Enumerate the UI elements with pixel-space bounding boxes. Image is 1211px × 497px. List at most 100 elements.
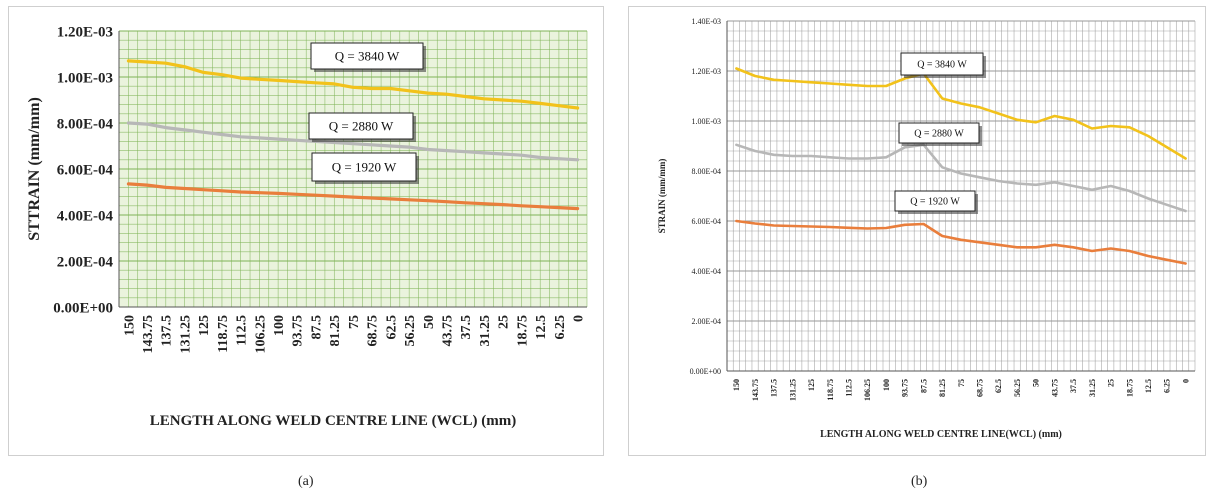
label-box — [311, 152, 417, 182]
series-label-box: Q = 1920 W — [894, 190, 978, 214]
y-axis-title: STRAIN (mm/mm) — [657, 159, 667, 234]
x-tick-label: 6.25 — [1163, 379, 1172, 393]
chart-b-panel: 0.00E+00 2.00E-04 4.00E-04 6.00E-04 8.00E-04… — [628, 6, 1206, 456]
y-tick-label: 8.00E-04 — [691, 167, 721, 176]
x-tick-label: 68.75 — [976, 379, 985, 397]
y-tick-label: 1.20E-03 — [57, 24, 113, 40]
x-tick-label: 62.5 — [384, 315, 399, 340]
x-tick-label: 137.5 — [160, 315, 175, 347]
x-tick-label: 68.75 — [366, 315, 381, 347]
x-tick-label: 112.5 — [844, 379, 853, 397]
x-tick-label: 118.75 — [216, 315, 231, 353]
x-tick-label: 106.25 — [863, 379, 872, 401]
caption-a: (a) — [298, 474, 314, 489]
x-tick-label: 150 — [732, 379, 741, 391]
series-label: Q = 2880 W — [329, 119, 394, 134]
x-tick-label: 12.5 — [1144, 379, 1153, 393]
series-line-1 — [735, 67, 1187, 160]
x-tick-label: 6.25 — [553, 315, 568, 340]
x-tick-label: 112.5 — [235, 315, 250, 346]
chart-b: 0.00E+00 2.00E-04 4.00E-04 6.00E-04 8.00E-04… — [657, 17, 1196, 440]
y-tick-label: 4.00E-04 — [57, 208, 114, 224]
y-tick-label: 0.00E+00 — [53, 300, 113, 316]
series-line-3 — [126, 182, 580, 211]
y-tick-label: 2.00E-04 — [57, 254, 114, 270]
y-axis-title: STTRAIN (mm/mm) — [26, 97, 43, 241]
x-tick-label: 43.75 — [1050, 379, 1059, 397]
x-tick-label: 87.5 — [919, 379, 928, 393]
series-label-box: Q = 3840 W — [900, 52, 986, 78]
x-tick-label: 75 — [347, 315, 362, 329]
x-tick-label: 81.25 — [328, 315, 343, 347]
y-tick-label: 4.00E-04 — [691, 267, 721, 276]
label-box — [310, 42, 424, 70]
caption-b: (b) — [911, 474, 928, 489]
series-label: Q = 2880 W — [914, 129, 964, 140]
chart-a-panel: 0.00E+00 2.00E-04 4.00E-04 6.00E-04 8.00E-04… — [8, 6, 604, 456]
x-tick-label: 50 — [422, 315, 437, 329]
label-box — [894, 190, 976, 212]
series-label: Q = 3840 W — [917, 60, 967, 71]
x-tick-label: 100 — [272, 315, 287, 336]
y-tick-label: 1.40E-03 — [691, 17, 721, 26]
series-label: Q = 1920 W — [332, 160, 397, 175]
chart-a: 0.00E+00 2.00E-04 4.00E-04 6.00E-04 8.00E-04… — [26, 24, 588, 429]
x-tick-label: 18.75 — [1125, 379, 1134, 397]
y-tick-label: 1.20E-03 — [691, 67, 721, 76]
series-label-box: Q = 3840 W — [310, 42, 426, 72]
x-tick-label: 131.25 — [788, 379, 797, 401]
series-line-3 — [735, 219, 1187, 265]
series-label-box: Q = 2880 W — [308, 112, 416, 142]
x-tick-label: 143.75 — [751, 379, 760, 401]
label-box — [308, 112, 414, 140]
x-axis-title: LENGTH ALONG WELD CENTRE LINE (WCL) (mm) — [150, 413, 516, 429]
x-tick-label: 18.75 — [515, 315, 530, 347]
x-tick-label: 125 — [807, 379, 816, 391]
series-line-1 — [126, 59, 580, 110]
y-tick-label: 8.00E-04 — [57, 116, 114, 132]
y-tick-label: 2.00E-04 — [691, 317, 721, 326]
y-tick-label: 6.00E-04 — [57, 162, 114, 178]
x-tick-label: 81.25 — [938, 379, 947, 397]
x-tick-label: 87.5 — [309, 315, 324, 340]
x-tick-label: 37.5 — [459, 315, 474, 340]
series-line-2 — [126, 121, 580, 162]
x-tick-label: 25 — [1107, 379, 1116, 387]
x-tick-label: 75 — [957, 379, 966, 387]
x-tick-label: 143.75 — [141, 315, 156, 354]
series-label: Q = 3840 W — [335, 49, 400, 64]
x-tick-label: 12.5 — [534, 315, 549, 340]
series-line-2 — [735, 143, 1187, 213]
x-tick-label: 31.25 — [1088, 379, 1097, 397]
x-tick-label: 150 — [122, 315, 137, 336]
x-tick-label: 118.75 — [826, 379, 835, 401]
series-label-box: Q = 1920 W — [311, 152, 419, 184]
x-tick-label: 106.25 — [253, 315, 268, 354]
x-tick-label: 56.25 — [403, 315, 418, 347]
x-tick-label: 0 — [572, 315, 587, 322]
x-tick-label: 93.75 — [291, 315, 306, 347]
x-tick-label: 31.25 — [478, 315, 493, 347]
x-tick-label: 0 — [1181, 379, 1190, 383]
x-tick-label: 62.5 — [994, 379, 1003, 393]
y-tick-label: 6.00E-04 — [691, 217, 721, 226]
y-tick-label: 0.00E+00 — [690, 367, 721, 376]
y-tick-label: 1.00E-03 — [57, 70, 113, 86]
x-tick-label: 93.75 — [901, 379, 910, 397]
gridlines — [118, 30, 588, 308]
x-tick-label: 43.75 — [441, 315, 456, 347]
x-tick-label: 37.5 — [1069, 379, 1078, 393]
x-tick-label: 50 — [1032, 379, 1041, 387]
x-tick-label: 131.25 — [178, 315, 193, 354]
label-box — [898, 122, 980, 144]
x-tick-label: 25 — [497, 315, 512, 329]
label-box — [900, 52, 984, 76]
x-tick-label: 125 — [197, 315, 212, 336]
series-label-box: Q = 2880 W — [898, 122, 982, 146]
y-tick-label: 1.00E-03 — [691, 117, 721, 126]
x-axis-title: LENGTH ALONG WELD CENTRE LINE(WCL) (mm) — [820, 429, 1062, 440]
x-tick-label: 100 — [882, 379, 891, 391]
x-tick-label: 137.5 — [770, 379, 779, 397]
x-tick-label: 56.25 — [1013, 379, 1022, 397]
series-label: Q = 1920 W — [910, 197, 960, 208]
